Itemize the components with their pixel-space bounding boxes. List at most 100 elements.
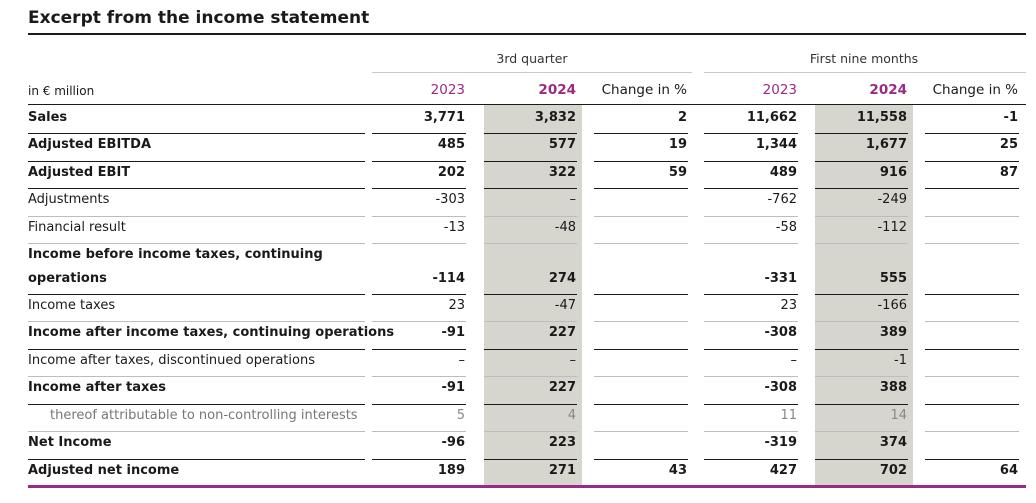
table-row: thereof attributable to non-controlling … bbox=[0, 405, 1036, 432]
row-label: Income after taxes, discontinued operati… bbox=[28, 353, 315, 368]
row-separator bbox=[815, 321, 908, 322]
row-separator bbox=[704, 349, 798, 350]
row-separator bbox=[704, 243, 798, 244]
table-row: Income after taxes, discontinued operati… bbox=[0, 350, 1036, 377]
row-separator bbox=[925, 216, 1019, 217]
group-header-nine-months: First nine months bbox=[809, 51, 919, 66]
table-row: Income after income taxes, continuing op… bbox=[0, 322, 1036, 350]
table-cell: 1,677 bbox=[865, 137, 907, 152]
row-separator bbox=[372, 404, 466, 405]
row-separator bbox=[484, 161, 577, 162]
row-separator bbox=[925, 349, 1019, 350]
table-row: Income taxes 23 -47 23 -166 bbox=[0, 295, 1036, 322]
row-separator bbox=[28, 161, 365, 162]
table-cell: 189 bbox=[437, 463, 465, 478]
row-separator bbox=[815, 349, 908, 350]
row-separator bbox=[704, 404, 798, 405]
table-cell: 389 bbox=[879, 325, 907, 340]
row-separator bbox=[484, 376, 577, 377]
row-separator bbox=[704, 216, 798, 217]
table-cell: 702 bbox=[879, 463, 907, 478]
row-separator bbox=[594, 349, 688, 350]
row-separator bbox=[594, 161, 688, 162]
title-rule bbox=[28, 33, 1026, 35]
table-cell: 19 bbox=[668, 137, 687, 152]
header-q3-2024: 2024 bbox=[538, 82, 576, 98]
table-cell: 2 bbox=[677, 110, 687, 125]
row-separator bbox=[704, 431, 798, 432]
header-q3-2023: 2023 bbox=[430, 82, 465, 98]
table-cell: 223 bbox=[548, 435, 576, 450]
row-separator bbox=[28, 431, 365, 432]
row-separator bbox=[704, 161, 798, 162]
table-cell: – bbox=[790, 353, 798, 368]
row-separator bbox=[28, 376, 365, 377]
row-separator bbox=[594, 243, 688, 244]
table-cell: 4 bbox=[567, 408, 576, 423]
row-separator bbox=[484, 459, 577, 460]
table-cell: – bbox=[458, 353, 466, 368]
table-cell: 59 bbox=[668, 165, 687, 180]
table-row: Adjusted EBIT 202 322 59 489 916 87 bbox=[0, 162, 1036, 189]
row-separator bbox=[815, 243, 908, 244]
table-row: Income before income taxes, continuing op… bbox=[0, 244, 1036, 295]
table-cell: -112 bbox=[877, 220, 907, 235]
table-cell: 274 bbox=[548, 271, 576, 286]
table-cell: 489 bbox=[769, 165, 797, 180]
table-cell: -319 bbox=[764, 435, 797, 450]
table-row: Adjusted EBITDA 485 577 19 1,344 1,677 25 bbox=[0, 134, 1036, 162]
row-separator bbox=[815, 188, 908, 189]
header-nine-2023: 2023 bbox=[762, 82, 797, 98]
header-q3-change: Change in % bbox=[601, 82, 687, 98]
row-label-continued: operations bbox=[28, 271, 107, 286]
unit-label: in € million bbox=[28, 84, 95, 98]
row-label: Adjusted EBIT bbox=[28, 165, 131, 180]
table-cell: 5 bbox=[456, 408, 465, 423]
table-cell: 916 bbox=[879, 165, 907, 180]
header-nine-2024: 2024 bbox=[869, 82, 907, 98]
row-separator bbox=[28, 459, 365, 460]
table-cell: -91 bbox=[441, 380, 466, 395]
table-cell: 23 bbox=[448, 298, 465, 313]
row-label: Adjusted net income bbox=[28, 463, 180, 478]
row-separator bbox=[372, 459, 466, 460]
table-cell: -308 bbox=[764, 380, 797, 395]
row-separator bbox=[28, 216, 365, 217]
row-separator bbox=[28, 243, 365, 244]
group-header-q3: 3rd quarter bbox=[496, 51, 568, 66]
table-cell: -308 bbox=[764, 325, 797, 340]
table-cell: 11,558 bbox=[856, 110, 907, 125]
table-cell: – bbox=[569, 192, 577, 207]
row-separator bbox=[28, 133, 365, 134]
header-nine-change: Change in % bbox=[932, 82, 1018, 98]
row-separator bbox=[594, 404, 688, 405]
row-separator bbox=[925, 459, 1019, 460]
table-cell: – bbox=[569, 353, 577, 368]
table-cell: 227 bbox=[548, 325, 576, 340]
row-separator bbox=[704, 294, 798, 295]
table-row: Adjusted net income 189 271 43 427 702 64 bbox=[0, 460, 1036, 485]
row-separator bbox=[815, 376, 908, 377]
row-separator bbox=[925, 376, 1019, 377]
row-separator bbox=[925, 161, 1019, 162]
table-cell: 427 bbox=[769, 463, 797, 478]
row-separator bbox=[372, 349, 466, 350]
row-separator bbox=[704, 376, 798, 377]
row-separator bbox=[925, 321, 1019, 322]
table-cell: 202 bbox=[437, 165, 465, 180]
table-cell: -96 bbox=[441, 435, 466, 450]
table-cell: 11,662 bbox=[746, 110, 797, 125]
table-cell: 555 bbox=[879, 271, 907, 286]
row-separator bbox=[28, 104, 1026, 105]
row-separator bbox=[28, 349, 365, 350]
row-label: Adjusted EBITDA bbox=[28, 137, 152, 152]
group-rule-q3 bbox=[372, 72, 692, 73]
page-title: Excerpt from the income statement bbox=[28, 8, 370, 28]
row-separator bbox=[925, 294, 1019, 295]
row-separator bbox=[594, 321, 688, 322]
table-cell: -47 bbox=[554, 298, 576, 313]
row-separator bbox=[484, 216, 577, 217]
row-separator bbox=[594, 133, 688, 134]
table-cell: -1 bbox=[1003, 110, 1018, 125]
row-separator bbox=[925, 431, 1019, 432]
